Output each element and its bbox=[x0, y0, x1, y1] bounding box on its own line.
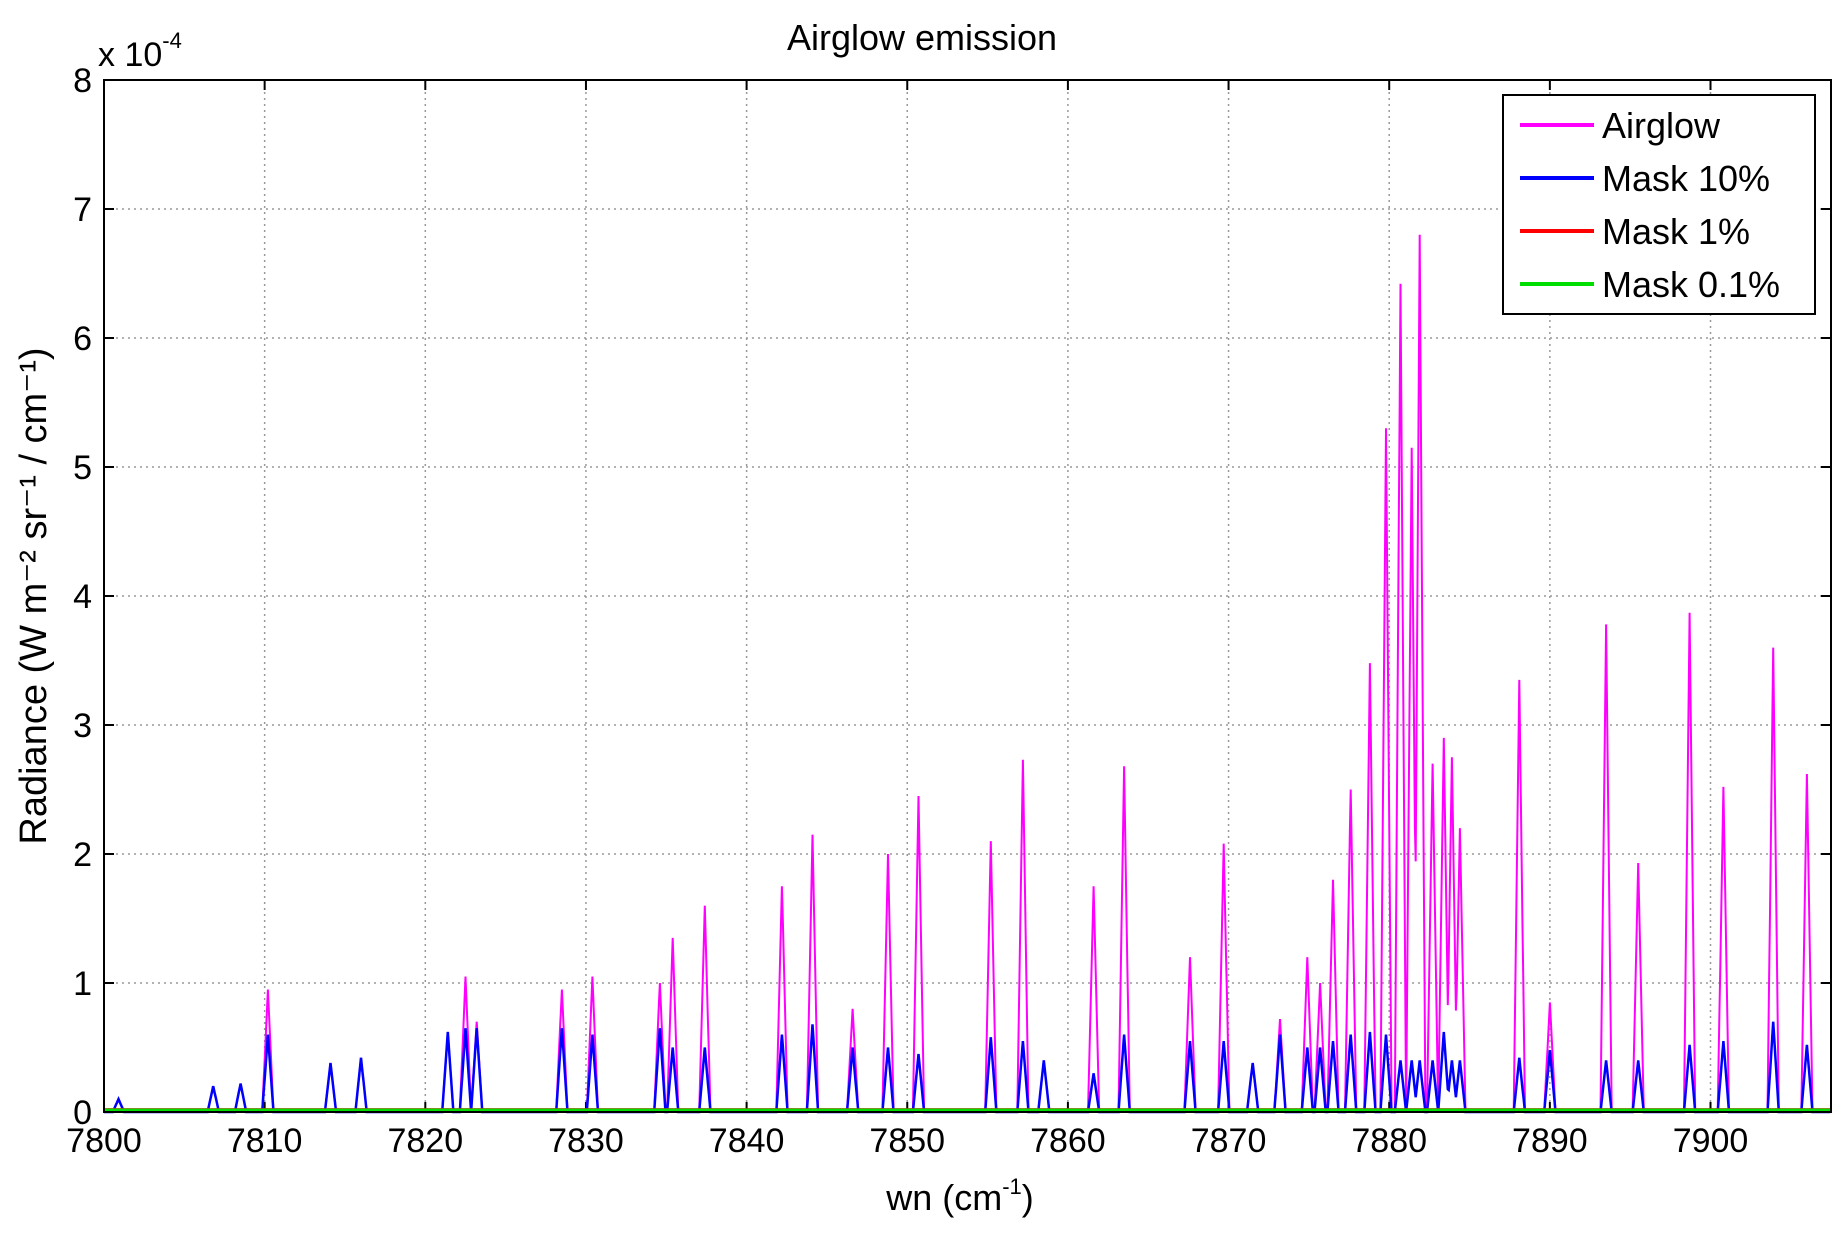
legend-label: Mask 1% bbox=[1602, 211, 1750, 252]
series-mask-10 bbox=[104, 1021, 1831, 1114]
legend: Airglow Mask 10% Mask 1% Mask 0.1% bbox=[1502, 94, 1816, 315]
legend-label: Mask 0.1% bbox=[1602, 264, 1780, 305]
y-multiplier: x 10-4 bbox=[98, 28, 182, 74]
x-tick-label: 7870 bbox=[1191, 1122, 1267, 1160]
y-tick-label: 5 bbox=[73, 449, 92, 487]
y-tick-label: 0 bbox=[73, 1094, 92, 1132]
tick-labels: 7800 7810 7820 7830 7840 7850 7860 7870 7880 7890… bbox=[66, 62, 1748, 1160]
y-tick-label: 8 bbox=[73, 62, 92, 100]
legend-label: Airglow bbox=[1602, 105, 1721, 146]
x-tick-label: 7890 bbox=[1512, 1122, 1588, 1160]
x-tick-label: 7900 bbox=[1673, 1122, 1749, 1160]
x-tick-label: 7860 bbox=[1030, 1122, 1106, 1160]
y-tick-label: 6 bbox=[73, 320, 92, 358]
grid bbox=[103, 79, 1831, 1113]
chart-title: Airglow emission bbox=[787, 17, 1057, 58]
x-tick-label: 7840 bbox=[709, 1122, 785, 1160]
axes-box bbox=[103, 79, 1832, 1113]
y-tick-label: 7 bbox=[73, 191, 92, 229]
x-axis-label-end: ) bbox=[1022, 1177, 1034, 1218]
x-tick-label: 7880 bbox=[1351, 1122, 1427, 1160]
legend-label: Mask 10% bbox=[1602, 158, 1770, 199]
y-tick-label: 1 bbox=[73, 965, 92, 1003]
x-tick-label: 7830 bbox=[548, 1122, 624, 1160]
series-airglow bbox=[104, 234, 1831, 1113]
legend-box bbox=[1502, 94, 1816, 315]
y-tick-label: 4 bbox=[73, 578, 92, 616]
x-tick-label: 7800 bbox=[66, 1122, 142, 1160]
y-tick-label: 3 bbox=[73, 707, 92, 745]
x-axis-label-base: wn (cm bbox=[885, 1177, 1002, 1218]
x-tick-label: 7810 bbox=[227, 1122, 303, 1160]
y-multiplier-exp: -4 bbox=[162, 28, 182, 53]
x-axis-label: wn (cm-1) bbox=[885, 1174, 1034, 1218]
series-lines bbox=[104, 234, 1831, 1114]
y-axis-label: Radiance (W m⁻² sr⁻¹ / cm⁻¹) bbox=[13, 347, 55, 844]
x-tick-label: 7850 bbox=[869, 1122, 945, 1160]
y-multiplier-base: x 10 bbox=[98, 36, 162, 74]
x-axis-label-sup: -1 bbox=[1002, 1174, 1022, 1199]
y-tick-label: 2 bbox=[73, 836, 92, 874]
x-tick-label: 7820 bbox=[387, 1122, 463, 1160]
